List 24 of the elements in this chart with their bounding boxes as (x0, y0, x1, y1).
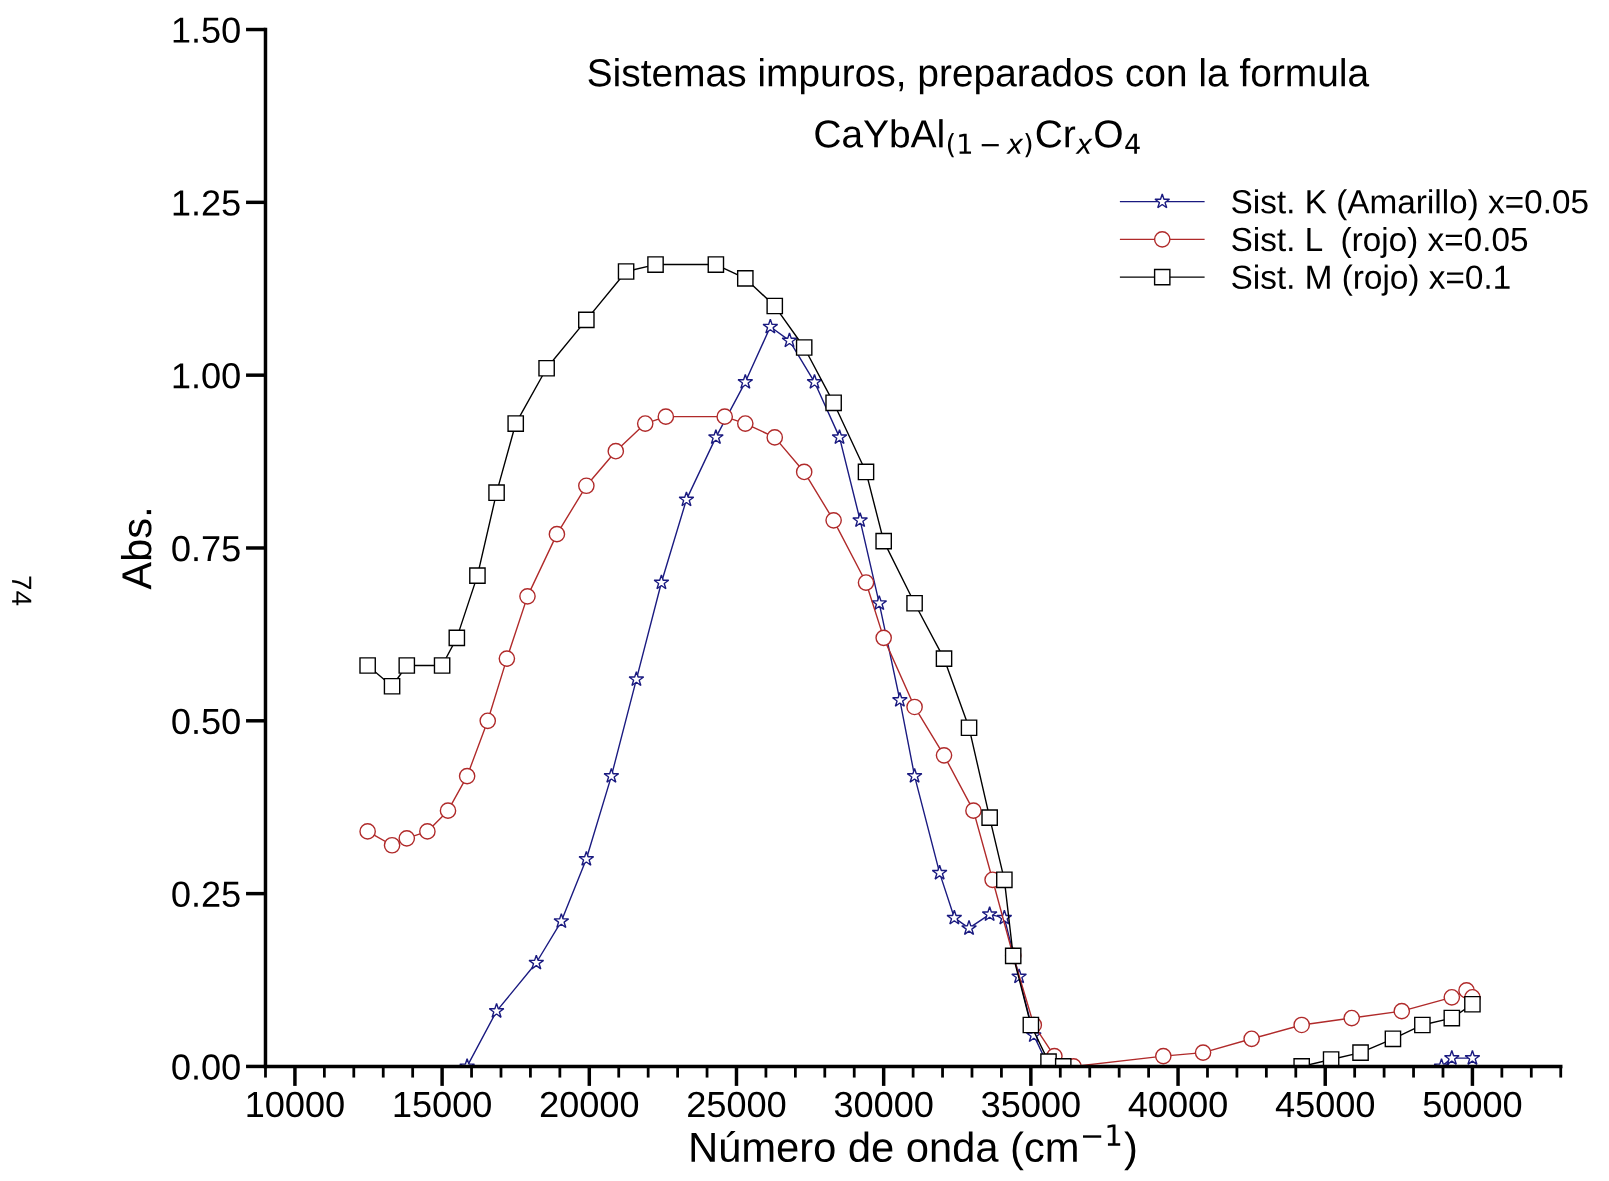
x-tick-label: 30000 (834, 1091, 933, 1118)
x-tick-label: 45000 (1275, 1091, 1375, 1118)
y-tick-label: 1.50 (173, 17, 240, 43)
y-axis-title: Abs. (120, 510, 152, 590)
x-tick-label: 15000 (394, 1091, 491, 1118)
x-tick-label: 10000 (247, 1091, 344, 1118)
x-tick-label: 25000 (688, 1091, 786, 1118)
y-tick-label: 0.50 (172, 708, 240, 735)
text: 74 (12, 576, 32, 606)
x-tick-label: 20000 (540, 1091, 639, 1118)
x-tick-label: 40000 (1128, 1091, 1227, 1118)
y-tick-label: 1.25 (173, 190, 240, 216)
y-tick-label: 1.00 (173, 363, 240, 389)
legend-label: Sist. L (rojo) x=0.05 (1232, 226, 1528, 258)
y-tick-label: 0.00 (172, 1054, 240, 1080)
legend-label: Sist. M (rojo) x=0.1 (1232, 264, 1510, 296)
y-tick-label: 0.25 (172, 881, 240, 908)
text: CaYbAl$_{(1−x)}$Cr$_{x}$O$_{4}$ (815, 119, 1140, 158)
x-axis-title: Número de onda (cm$^{−1}$) (691, 1124, 1136, 1171)
legend-label: Sist. K (Amarillo) x=0.05 (1232, 189, 1588, 221)
x-tick-label: 50000 (1423, 1091, 1522, 1118)
x-tick-label: 35000 (982, 1091, 1080, 1118)
text: Sistemas impuros, preparados con la formula (588, 58, 1370, 95)
y-tick-label: 0.75 (172, 535, 240, 562)
